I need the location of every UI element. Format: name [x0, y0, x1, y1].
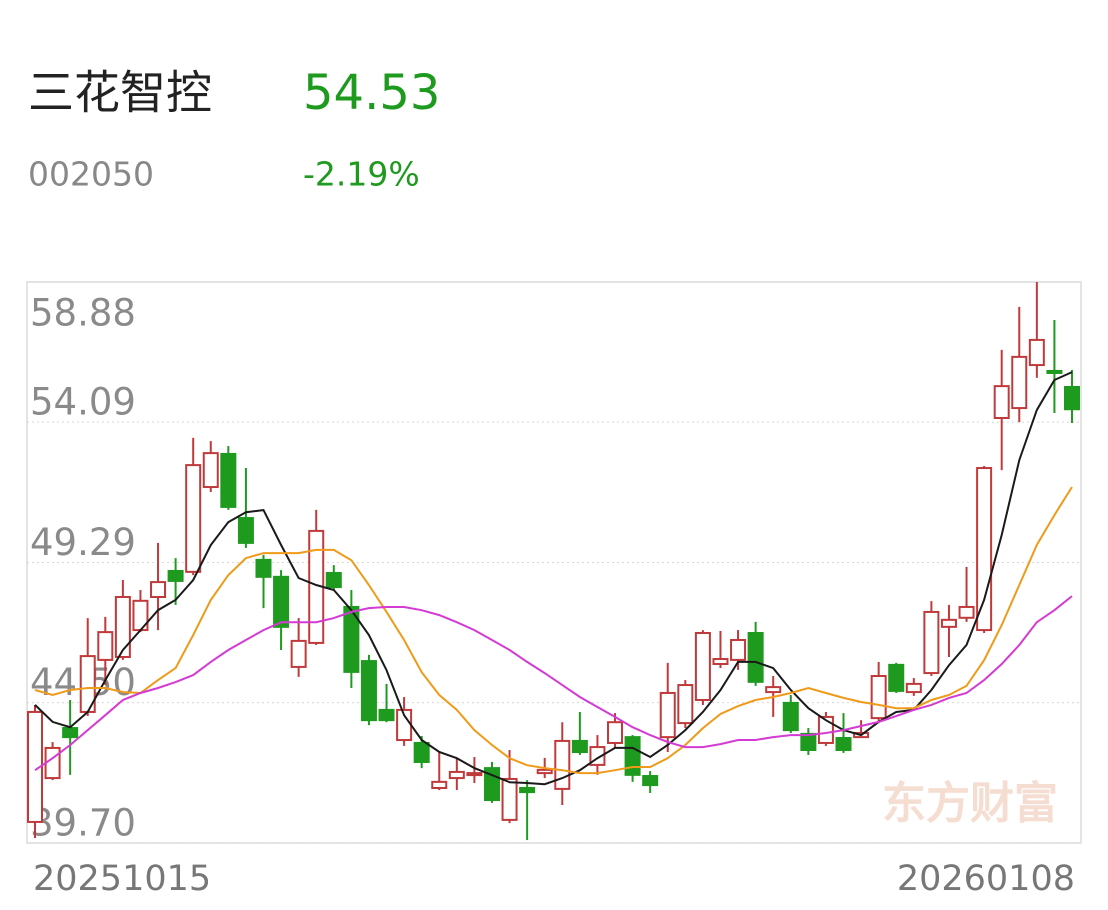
candle-body — [958, 605, 975, 619]
candle-body — [765, 686, 782, 694]
candle-body — [888, 663, 905, 692]
candle-body — [870, 674, 887, 720]
candle-body — [27, 710, 43, 823]
stock-code: 002050 — [28, 155, 154, 194]
candle-body — [923, 610, 940, 675]
candle-body — [519, 787, 536, 794]
candle-body — [1011, 355, 1028, 410]
candle-body — [659, 691, 676, 739]
candle-body — [431, 780, 448, 790]
candle-body — [976, 467, 993, 632]
x-tick-label: 20260108 — [897, 859, 1075, 899]
candle-body — [607, 721, 624, 744]
moving-average-line — [34, 595, 1073, 772]
candle-body — [185, 464, 202, 573]
candle-body — [97, 631, 114, 661]
candle-body — [360, 660, 377, 722]
candle-body — [413, 741, 430, 763]
candle-body — [940, 618, 957, 628]
candle-body — [782, 701, 799, 732]
candle-body — [642, 775, 659, 787]
candle-body — [378, 708, 395, 722]
candle-body — [237, 517, 254, 544]
candle-body — [835, 736, 852, 751]
candle-body — [202, 452, 219, 489]
candle-body — [448, 770, 465, 780]
candle-body — [800, 732, 817, 751]
candle-body — [255, 558, 272, 578]
candle-body — [747, 631, 764, 683]
candle-body — [1028, 338, 1045, 367]
moving-average-line — [34, 486, 1073, 775]
stock-name: 三花智控 — [28, 66, 212, 120]
candle-body — [694, 631, 711, 701]
moving-average-line — [34, 371, 1073, 786]
candle-body — [554, 739, 571, 790]
candle-body — [1046, 369, 1063, 374]
candle-body — [273, 575, 290, 628]
candle-body — [466, 772, 483, 777]
candle-body — [624, 736, 641, 776]
candle-body — [677, 684, 694, 725]
candle-body — [167, 569, 184, 582]
watermark: 东方财富 — [882, 778, 1058, 829]
candle-body — [993, 385, 1010, 420]
candle-body — [325, 572, 342, 589]
price-change: -2.19% — [303, 155, 420, 194]
x-tick-label: 20251015 — [33, 859, 211, 899]
candle-body — [730, 639, 747, 661]
candle-body — [290, 639, 307, 668]
candle-body — [62, 727, 79, 739]
candle-body — [501, 777, 518, 821]
y-tick-label: 54.09 — [30, 381, 136, 424]
y-tick-label: 49.29 — [30, 521, 136, 564]
candle-body — [712, 658, 729, 665]
candle-body — [817, 715, 834, 744]
candle-body — [905, 682, 922, 694]
candle-body — [150, 581, 167, 599]
stock-price: 54.53 — [303, 65, 440, 121]
candle-body — [220, 452, 237, 508]
candle-body — [571, 739, 588, 754]
candle-body — [114, 596, 131, 658]
candle-body — [536, 768, 553, 775]
candle-body — [44, 746, 61, 780]
y-tick-label: 39.70 — [30, 802, 136, 845]
candle-body — [343, 605, 360, 673]
y-tick-label: 58.88 — [30, 292, 136, 335]
candle-body — [1064, 386, 1080, 411]
